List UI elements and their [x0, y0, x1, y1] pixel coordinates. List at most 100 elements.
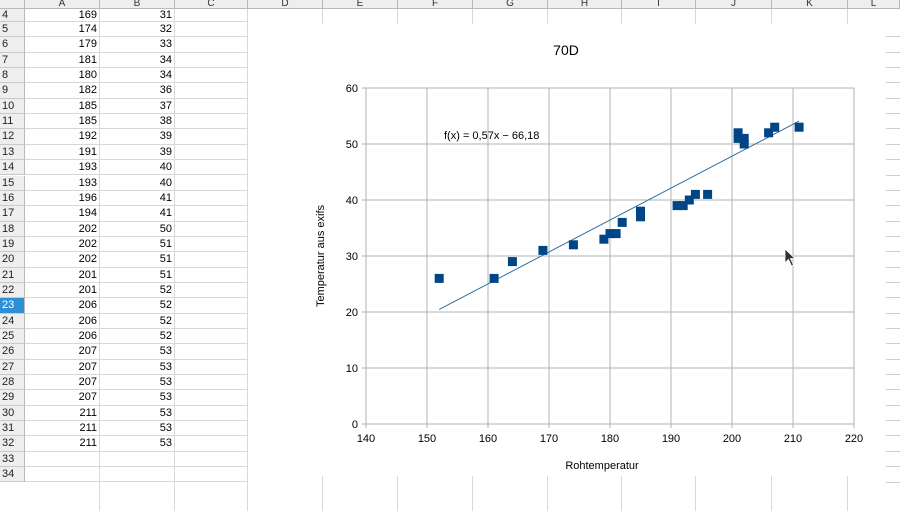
row-header[interactable]: 24 — [0, 313, 25, 329]
column-header-e[interactable]: E — [323, 0, 398, 9]
cell-a17[interactable]: 194 — [25, 206, 100, 222]
cell-b23[interactable]: 52 — [100, 298, 175, 314]
column-header-f[interactable]: F — [398, 0, 473, 9]
cell-b14[interactable]: 40 — [100, 160, 175, 176]
cell-c12[interactable] — [175, 129, 248, 145]
cell-b12[interactable]: 39 — [100, 129, 175, 145]
row-header[interactable]: 4 — [0, 9, 25, 22]
row-header[interactable]: 33 — [0, 451, 25, 468]
cell-c25[interactable] — [175, 329, 248, 345]
cell-c7[interactable] — [175, 52, 248, 69]
cell-a30[interactable]: 211 — [25, 405, 100, 422]
cell-b30[interactable]: 53 — [100, 405, 175, 422]
row-header[interactable]: 21 — [0, 267, 25, 283]
cell-c13[interactable] — [175, 144, 248, 161]
cell-c22[interactable] — [175, 282, 248, 299]
cell-c26[interactable] — [175, 344, 248, 360]
cell-b34[interactable] — [100, 467, 175, 483]
cell-a11[interactable]: 185 — [25, 114, 100, 130]
cell-c29[interactable] — [175, 390, 248, 406]
cell-c21[interactable] — [175, 267, 248, 283]
row-header[interactable]: 16 — [0, 190, 25, 207]
cell-c9[interactable] — [175, 83, 248, 99]
cell-c19[interactable] — [175, 236, 248, 253]
row-header[interactable]: 28 — [0, 375, 25, 391]
cell-a8[interactable]: 180 — [25, 68, 100, 84]
cell-a24[interactable]: 206 — [25, 313, 100, 329]
cell-b19[interactable]: 51 — [100, 236, 175, 253]
cell-b4[interactable]: 31 — [100, 9, 175, 22]
cell-b15[interactable]: 40 — [100, 175, 175, 191]
cell-a16[interactable]: 196 — [25, 190, 100, 207]
row-header[interactable]: 14 — [0, 160, 25, 176]
cell-b24[interactable]: 52 — [100, 313, 175, 329]
cell-b5[interactable]: 32 — [100, 22, 175, 38]
cell-c27[interactable] — [175, 359, 248, 376]
cell-a22[interactable]: 201 — [25, 282, 100, 299]
cell-a25[interactable]: 206 — [25, 329, 100, 345]
cell-c10[interactable] — [175, 98, 248, 115]
cell-c33[interactable] — [175, 451, 248, 468]
cell-b29[interactable]: 53 — [100, 390, 175, 406]
cell-b10[interactable]: 37 — [100, 98, 175, 115]
cell-c31[interactable] — [175, 421, 248, 437]
cell-a9[interactable]: 182 — [25, 83, 100, 99]
cell-c34[interactable] — [175, 467, 248, 483]
column-header-l[interactable]: L — [848, 0, 900, 9]
row-header[interactable]: 18 — [0, 221, 25, 237]
row-header[interactable]: 22 — [0, 282, 25, 299]
cell-c4[interactable] — [175, 9, 248, 22]
cell-a19[interactable]: 202 — [25, 236, 100, 253]
cell-b20[interactable]: 51 — [100, 252, 175, 268]
cell-b13[interactable]: 39 — [100, 144, 175, 161]
row-header[interactable]: 20 — [0, 252, 25, 268]
cell-b28[interactable]: 53 — [100, 375, 175, 391]
cell-b25[interactable]: 52 — [100, 329, 175, 345]
cell-a26[interactable]: 207 — [25, 344, 100, 360]
cell-b33[interactable] — [100, 451, 175, 468]
cell-a23[interactable]: 206 — [25, 298, 100, 314]
row-header[interactable]: 31 — [0, 421, 25, 437]
column-header-a[interactable]: A — [25, 0, 100, 9]
cell-a28[interactable]: 207 — [25, 375, 100, 391]
cell-b26[interactable]: 53 — [100, 344, 175, 360]
cell-a31[interactable]: 211 — [25, 421, 100, 437]
row-header[interactable]: 25 — [0, 329, 25, 345]
cell-c18[interactable] — [175, 221, 248, 237]
cell-b16[interactable]: 41 — [100, 190, 175, 207]
row-header[interactable]: 19 — [0, 236, 25, 253]
cell-b31[interactable]: 53 — [100, 421, 175, 437]
column-header-h[interactable]: H — [548, 0, 622, 9]
row-header[interactable]: 15 — [0, 175, 25, 191]
cell-a13[interactable]: 191 — [25, 144, 100, 161]
cell-a32[interactable]: 211 — [25, 436, 100, 452]
cell-c16[interactable] — [175, 190, 248, 207]
select-all-corner[interactable] — [0, 0, 25, 9]
column-header-j[interactable]: J — [696, 0, 772, 9]
cell-a5[interactable]: 174 — [25, 22, 100, 38]
column-header-d[interactable]: D — [248, 0, 323, 9]
row-header[interactable]: 34 — [0, 467, 25, 483]
row-header[interactable]: 27 — [0, 359, 25, 376]
cell-a33[interactable] — [25, 451, 100, 468]
cell-b17[interactable]: 41 — [100, 206, 175, 222]
cell-a18[interactable]: 202 — [25, 221, 100, 237]
cell-c14[interactable] — [175, 160, 248, 176]
cell-b32[interactable]: 53 — [100, 436, 175, 452]
cell-b9[interactable]: 36 — [100, 83, 175, 99]
cell-b6[interactable]: 33 — [100, 37, 175, 53]
cell-a7[interactable]: 181 — [25, 52, 100, 69]
cell-a27[interactable]: 207 — [25, 359, 100, 376]
cell-a4[interactable]: 169 — [25, 9, 100, 22]
cell-c8[interactable] — [175, 68, 248, 84]
row-header[interactable]: 23 — [0, 298, 25, 314]
row-header[interactable]: 8 — [0, 68, 25, 84]
cell-a21[interactable]: 201 — [25, 267, 100, 283]
row-header[interactable]: 11 — [0, 114, 25, 130]
row-header[interactable]: 32 — [0, 436, 25, 452]
cell-c24[interactable] — [175, 313, 248, 329]
row-header[interactable]: 30 — [0, 405, 25, 422]
cell-c28[interactable] — [175, 375, 248, 391]
cell-a12[interactable]: 192 — [25, 129, 100, 145]
cell-a34[interactable] — [25, 467, 100, 483]
